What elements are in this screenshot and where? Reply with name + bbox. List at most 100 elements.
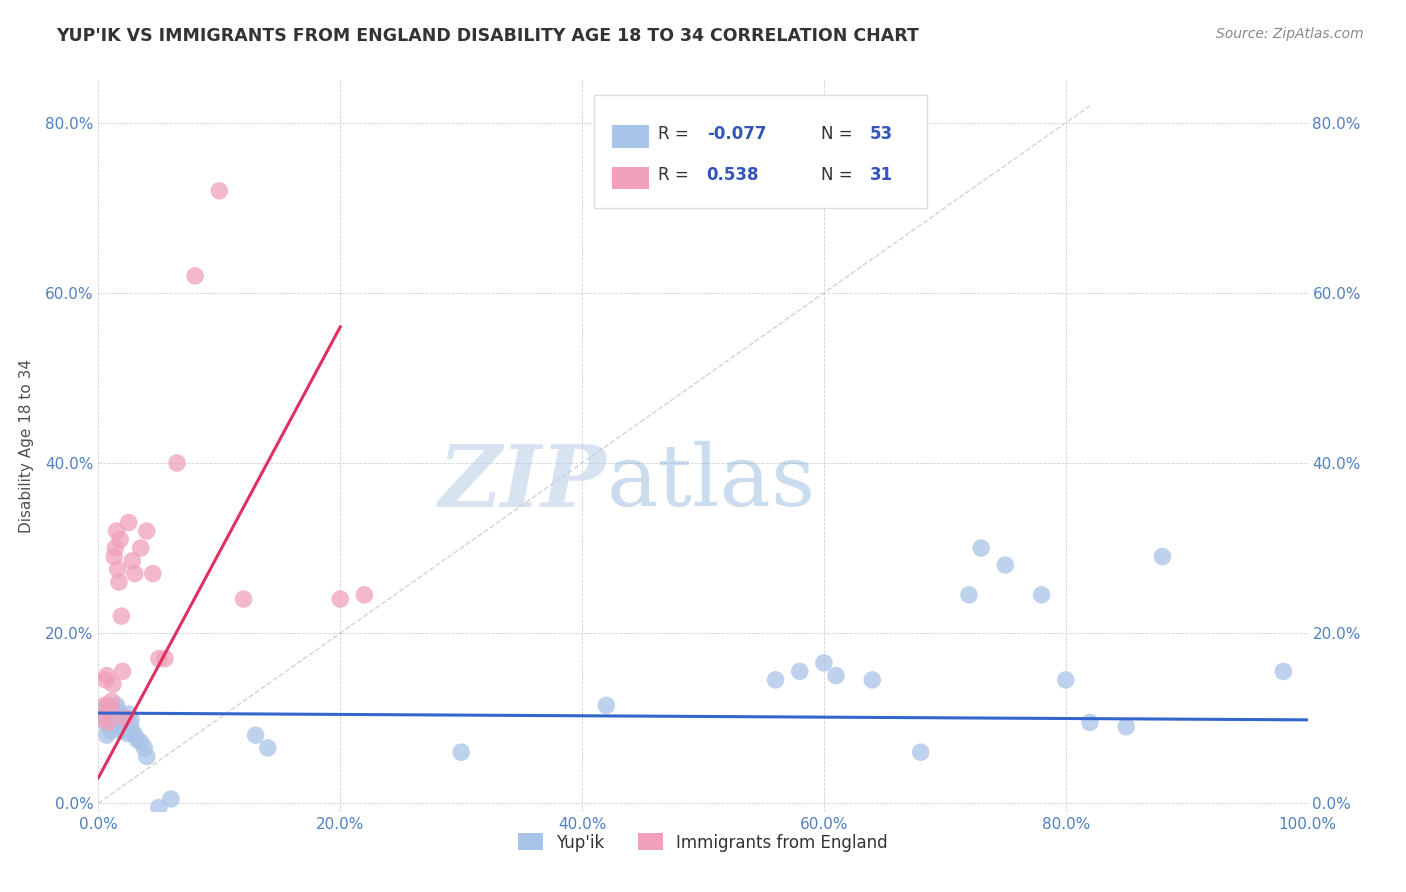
Point: [110, 609, 132, 624]
Point: [825, 668, 848, 682]
Point: [105, 715, 128, 730]
Point: [108, 533, 131, 547]
Point: [111, 665, 134, 679]
FancyBboxPatch shape: [613, 167, 648, 189]
Text: -0.077: -0.077: [707, 125, 766, 143]
Text: ZIP: ZIP: [439, 441, 606, 524]
Point: [101, 677, 124, 691]
Point: [124, 728, 146, 742]
Text: YUP'IK VS IMMIGRANTS FROM ENGLAND DISABILITY AGE 18 TO 34 CORRELATION CHART: YUP'IK VS IMMIGRANTS FROM ENGLAND DISABI…: [56, 27, 920, 45]
Point: [118, 718, 141, 732]
Point: [101, 720, 124, 734]
Point: [120, 713, 142, 727]
Point: [110, 723, 132, 738]
Point: [103, 706, 125, 721]
Point: [256, 740, 278, 755]
Point: [1031, 588, 1053, 602]
Text: Source: ZipAtlas.com: Source: ZipAtlas.com: [1216, 27, 1364, 41]
Point: [129, 735, 152, 749]
Point: [329, 592, 352, 607]
Point: [97, 698, 120, 713]
Point: [108, 706, 131, 721]
Point: [595, 698, 617, 713]
FancyBboxPatch shape: [595, 95, 927, 209]
Point: [160, 792, 183, 806]
Point: [1054, 673, 1077, 687]
Point: [91, 711, 114, 725]
Point: [127, 732, 149, 747]
Point: [1152, 549, 1174, 564]
Point: [100, 723, 122, 738]
Text: R =: R =: [658, 125, 695, 143]
Point: [112, 722, 135, 736]
Point: [813, 656, 835, 670]
Point: [765, 673, 787, 687]
Point: [910, 745, 932, 759]
Point: [111, 715, 134, 730]
Point: [121, 723, 143, 738]
Text: 31: 31: [870, 167, 893, 185]
Point: [970, 541, 993, 555]
Point: [117, 726, 139, 740]
Point: [104, 541, 127, 555]
Text: 0.538: 0.538: [707, 167, 759, 185]
Text: R =: R =: [658, 167, 700, 185]
Point: [100, 704, 122, 718]
Point: [245, 728, 267, 742]
Point: [114, 718, 136, 732]
Point: [957, 588, 980, 602]
Point: [134, 740, 156, 755]
FancyBboxPatch shape: [613, 125, 648, 148]
Text: atlas: atlas: [606, 441, 815, 524]
Point: [93, 715, 115, 730]
Point: [124, 566, 146, 581]
Point: [1115, 720, 1137, 734]
Point: [104, 701, 127, 715]
Point: [100, 694, 122, 708]
Point: [107, 711, 129, 725]
Point: [129, 541, 152, 555]
Point: [148, 800, 170, 814]
Point: [105, 524, 128, 538]
Point: [208, 184, 231, 198]
Point: [232, 592, 254, 607]
Point: [1078, 715, 1101, 730]
Point: [115, 722, 138, 736]
Point: [153, 651, 176, 665]
Point: [450, 745, 472, 759]
Point: [114, 711, 136, 725]
Point: [1272, 665, 1295, 679]
Point: [166, 456, 188, 470]
Text: N =: N =: [821, 125, 859, 143]
Point: [96, 728, 118, 742]
Point: [98, 711, 121, 725]
Point: [142, 566, 165, 581]
Point: [118, 706, 141, 721]
Point: [353, 588, 375, 602]
Point: [111, 711, 134, 725]
Point: [100, 715, 122, 730]
Text: 53: 53: [870, 125, 893, 143]
Point: [93, 698, 115, 713]
Point: [108, 575, 131, 590]
Point: [107, 562, 129, 576]
Point: [105, 698, 128, 713]
Legend: Yup'ik, Immigrants from England: Yup'ik, Immigrants from England: [512, 827, 894, 858]
Point: [97, 715, 120, 730]
Point: [148, 651, 170, 665]
Point: [860, 673, 883, 687]
Point: [184, 268, 207, 283]
Point: [135, 749, 157, 764]
Y-axis label: Disability Age 18 to 34: Disability Age 18 to 34: [18, 359, 34, 533]
Text: N =: N =: [821, 167, 859, 185]
Point: [789, 665, 811, 679]
Point: [994, 558, 1017, 572]
Point: [121, 554, 143, 568]
Point: [103, 549, 125, 564]
Point: [118, 516, 141, 530]
Point: [135, 524, 157, 538]
Point: [94, 673, 117, 687]
Point: [108, 720, 131, 734]
Point: [91, 703, 114, 717]
Point: [96, 668, 118, 682]
